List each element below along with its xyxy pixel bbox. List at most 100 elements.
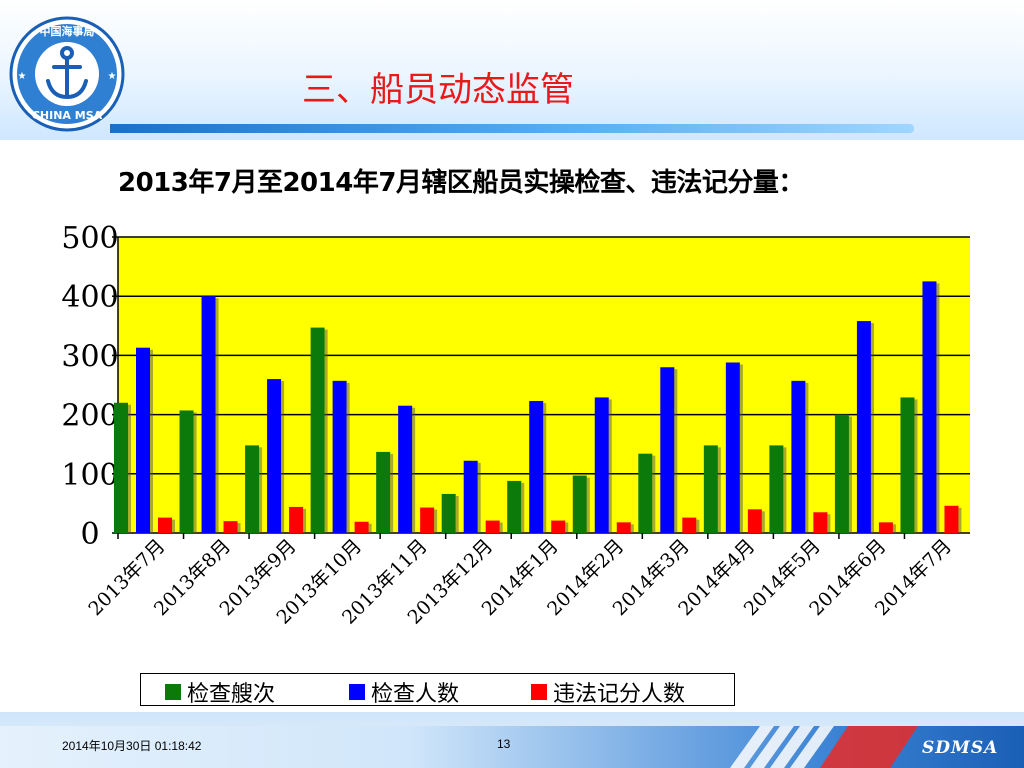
bar-shadow [696, 519, 700, 533]
bar-shadow [412, 407, 416, 533]
bar-red [354, 521, 369, 533]
legend-label: 检查人数 [371, 682, 460, 707]
bar-red [747, 509, 762, 533]
legend-swatch-green [165, 684, 181, 700]
bar-shadow [870, 323, 874, 533]
y-tick-label: 200 [61, 399, 118, 434]
y-tick-label: 0 [80, 517, 99, 552]
page-number: 13 [497, 737, 511, 751]
logo-star-right: ★ [108, 71, 117, 82]
legend-label: 违法记分人数 [553, 682, 686, 707]
bar-shadow [848, 416, 852, 533]
bar-shadow [652, 455, 656, 533]
bar-shadow [739, 364, 743, 533]
china-msa-logo: 中国海事局 CHINA MSA ★ ★ [9, 16, 125, 132]
y-tick-label: 100 [61, 458, 118, 493]
bar-shadow [827, 514, 831, 533]
legend-item-green: 检查艘次 [165, 676, 275, 708]
header-band [0, 0, 1024, 140]
bar-blue [725, 362, 740, 533]
y-tick-label: 300 [61, 339, 118, 374]
bar-blue [791, 380, 806, 533]
legend-item-blue: 检查人数 [349, 676, 459, 708]
bar-blue [398, 405, 413, 533]
bar-shadow [543, 402, 547, 533]
bar-blue [332, 380, 347, 533]
bar-shadow [958, 507, 962, 533]
bar-shadow [761, 511, 765, 533]
bar-shadow [172, 519, 175, 533]
bar-red [551, 520, 566, 533]
bar-green [834, 414, 849, 533]
bar-shadow [193, 412, 197, 533]
chart-subtitle: 2013年7月至2014年7月辖区船员实操检查、违法记分量： [118, 168, 804, 198]
logo-text-bottom: CHINA MSA [32, 109, 103, 122]
bar-green [507, 480, 522, 533]
bar-shadow [259, 447, 263, 533]
bar-green [769, 445, 784, 533]
bar-red [682, 517, 697, 533]
bar-green [703, 445, 718, 533]
bar-green [310, 327, 325, 533]
bar-shadow [368, 523, 372, 533]
logo-text-top: 中国海事局 [40, 24, 95, 38]
bar-blue [267, 379, 282, 533]
bar-red [158, 517, 172, 533]
bar-shadow [521, 482, 525, 533]
bar-shadow [586, 477, 590, 533]
bar-blue [463, 460, 478, 533]
bar-shadow [346, 382, 350, 533]
footer-slashes [730, 726, 918, 768]
chart-legend: 检查艘次 检查人数 违法记分人数 [140, 673, 735, 708]
bar-green [441, 493, 456, 533]
bar-shadow [717, 447, 721, 533]
bar-red [616, 522, 631, 533]
bar-blue [594, 397, 609, 533]
y-tick-label: 500 [61, 221, 118, 256]
slide-title: 三、船员动态监管 [302, 70, 574, 110]
bar-shadow [892, 524, 896, 533]
bar-shadow [434, 509, 438, 533]
bar-shadow [499, 522, 503, 533]
legend-swatch-red [531, 684, 547, 700]
y-tick-label: 400 [61, 280, 118, 315]
bar-blue [922, 281, 937, 533]
bar-blue [136, 347, 150, 533]
bar-red [289, 506, 304, 533]
bar-red [944, 505, 959, 533]
bar-shadow [608, 399, 612, 533]
bar-chart: 01002003004005002013年7月2013年8月2013年9月201… [61, 221, 970, 629]
bar-shadow [455, 495, 459, 533]
bar-green [638, 453, 653, 533]
bar-red [223, 521, 238, 533]
footer-date: 2014年10月30日 01:18:42 [62, 739, 202, 753]
bar-shadow [630, 524, 634, 533]
bar-blue [529, 400, 544, 533]
bar-shadow [215, 298, 219, 533]
header-stripe [110, 124, 914, 133]
bar-shadow [303, 508, 307, 533]
anchor-icon [46, 46, 88, 100]
bar-green [245, 445, 260, 533]
bar-shadow [128, 404, 131, 533]
logo-star-left: ★ [18, 71, 27, 82]
bar-blue [856, 321, 871, 533]
bar-green [376, 451, 391, 533]
bar-shadow [150, 349, 153, 533]
bar-red [813, 512, 828, 533]
legend-swatch-blue [349, 684, 365, 700]
bar-shadow [281, 381, 285, 533]
legend-label: 检查艘次 [187, 682, 276, 707]
bar-red [420, 507, 435, 533]
bar-shadow [936, 283, 940, 533]
bar-shadow [565, 522, 569, 533]
bar-green [114, 402, 128, 533]
bar-green [179, 410, 194, 533]
bar-shadow [674, 369, 678, 533]
bar-shadow [805, 382, 809, 533]
bar-shadow [783, 447, 787, 533]
bar-shadow [237, 523, 241, 533]
legend-item-red: 违法记分人数 [531, 676, 685, 708]
bar-green [900, 397, 915, 533]
bar-blue [201, 296, 216, 533]
